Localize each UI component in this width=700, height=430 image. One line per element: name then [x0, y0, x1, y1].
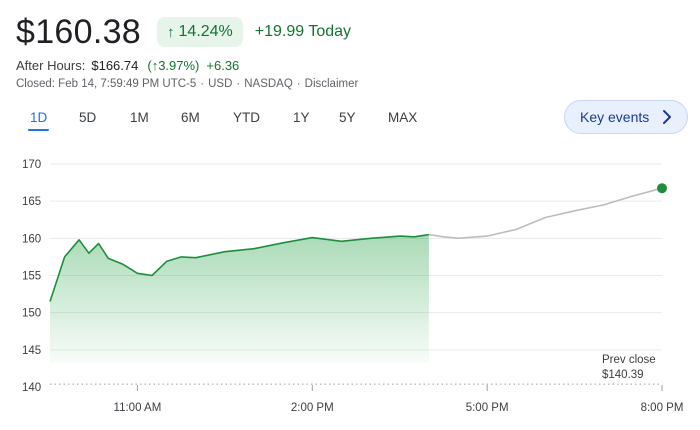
- tab-max[interactable]: MAX: [388, 110, 418, 125]
- key-events-button[interactable]: Key events: [564, 100, 688, 134]
- y-tick-label: 155: [22, 271, 41, 283]
- price-chart[interactable]: 140 145 150 155 160 165 170 11:00 AM 2:00 PM 5:0…: [0, 150, 700, 425]
- prev-close-label: Prev close: [602, 354, 656, 366]
- after-hours-change-percent: (↑3.97%): [147, 58, 200, 73]
- tab-5d[interactable]: 5D: [79, 110, 97, 125]
- y-axis-labels: 140 145 150 155 160 165 170: [22, 159, 41, 394]
- after-hours-label: After Hours:: [16, 58, 86, 73]
- x-tick-label: 11:00 AM: [114, 402, 162, 414]
- disclaimer-link[interactable]: Disclaimer: [304, 78, 359, 90]
- y-tick-label: 140: [22, 382, 41, 394]
- x-tick-label: 5:00 PM: [466, 402, 509, 414]
- regular-session-line: [49, 233, 430, 302]
- y-tick-label: 150: [22, 308, 41, 320]
- current-price-dot: [657, 183, 667, 194]
- change-percent-value: 14.24%: [178, 23, 233, 40]
- separator-dot: ·: [296, 78, 301, 90]
- tab-1d[interactable]: 1D: [27, 110, 50, 131]
- regular-session-area: [50, 234, 429, 363]
- change-percent-badge: ↑ 14.24%: [157, 17, 243, 47]
- y-tick-label: 165: [22, 196, 41, 208]
- current-price: $160.38: [16, 13, 142, 51]
- separator-dot: ·: [236, 78, 241, 90]
- exchange-label: NASDAQ: [244, 78, 293, 90]
- separator-dot: ·: [200, 78, 205, 90]
- arrow-up-icon: ↑: [167, 23, 175, 41]
- x-axis-ticks: 11:00 AM 2:00 PM 5:00 PM 8:00 PM: [114, 385, 684, 414]
- y-tick-label: 145: [22, 345, 41, 357]
- tab-6m[interactable]: 6M: [181, 110, 200, 125]
- after-hours-line: [428, 187, 663, 240]
- tab-1m[interactable]: 1M: [130, 110, 149, 125]
- after-hours-change-abs: +6.36: [206, 58, 240, 73]
- closed-timestamp: Closed: Feb 14, 7:59:49 PM UTC-5: [16, 78, 197, 90]
- after-hours-price: $166.74: [91, 58, 139, 73]
- x-tick-label: 2:00 PM: [291, 402, 334, 414]
- prev-close-value: $140.39: [602, 369, 644, 381]
- market-status-line: Closed: Feb 14, 7:59:49 PM UTC-5 · USD · NAS…: [16, 78, 358, 90]
- key-events-label: Key events: [580, 109, 650, 125]
- quote-header: $160.38 ↑ 14.24% +19.99 Today: [16, 12, 351, 52]
- tab-5y[interactable]: 5Y: [339, 110, 356, 125]
- after-hours-row: After Hours: $166.74 (↑3.97%) +6.36: [16, 58, 239, 73]
- currency-label: USD: [208, 78, 233, 90]
- tab-1y[interactable]: 1Y: [293, 110, 310, 125]
- x-tick-label: 8:00 PM: [641, 402, 684, 414]
- chevron-right-icon: [663, 110, 671, 124]
- y-tick-label: 160: [22, 233, 41, 245]
- tab-ytd[interactable]: YTD: [233, 110, 260, 125]
- change-today: +19.99 Today: [254, 23, 352, 40]
- y-tick-label: 170: [22, 159, 41, 171]
